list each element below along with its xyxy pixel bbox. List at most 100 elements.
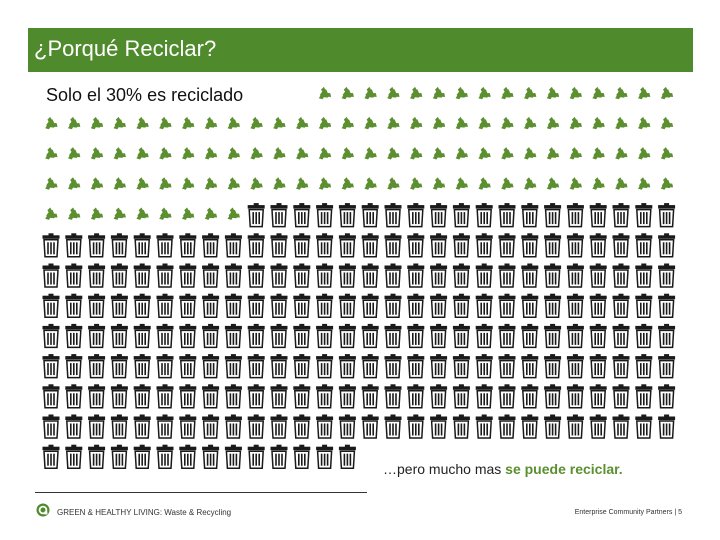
recycle-icon xyxy=(592,177,605,190)
trash-can-icon xyxy=(42,263,60,288)
trash-can-icon xyxy=(430,414,448,439)
trash-can-icon xyxy=(224,263,242,288)
trash-can-icon xyxy=(202,323,220,349)
tagline-prefix: …pero mucho mas xyxy=(383,461,506,477)
recycle-icon xyxy=(341,177,354,190)
trash-can-icon xyxy=(338,203,356,228)
trash-can-icon xyxy=(247,444,265,469)
trash-can-icon xyxy=(293,263,311,288)
trash-can-icon xyxy=(544,293,562,318)
trash-can-icon xyxy=(361,233,379,258)
trash-can-icon xyxy=(361,203,379,228)
recycle-icon xyxy=(90,207,104,220)
recycle-icon xyxy=(410,116,423,130)
trash-can-icon xyxy=(224,444,242,469)
recycle-icon xyxy=(364,147,377,160)
recycle-icon xyxy=(318,177,332,190)
trash-can-icon xyxy=(430,354,448,379)
trash-can-icon xyxy=(361,293,379,318)
recycle-icon xyxy=(113,207,126,220)
recycle-icon xyxy=(432,147,446,160)
trash-can-icon xyxy=(293,203,311,228)
trash-can-icon xyxy=(338,293,356,318)
trash-can-icon xyxy=(566,203,584,228)
trash-can-icon xyxy=(612,384,630,409)
recycle-icon xyxy=(204,177,218,190)
trash-can-icon xyxy=(270,444,288,469)
recycle-icon xyxy=(387,147,400,160)
trash-can-icon xyxy=(384,323,402,349)
recycle-icon xyxy=(501,177,514,190)
recycle-icon xyxy=(250,177,263,190)
recycle-icon xyxy=(113,147,126,160)
trash-can-icon xyxy=(384,293,402,318)
trash-can-icon xyxy=(407,263,425,288)
footer-divider xyxy=(35,492,367,493)
recycle-icon xyxy=(546,147,560,160)
trash-can-icon xyxy=(88,384,106,409)
trash-can-icon xyxy=(293,384,311,409)
recycle-icon xyxy=(501,147,514,160)
trash-can-icon xyxy=(247,293,265,318)
trash-can-icon xyxy=(658,354,676,379)
trash-can-icon xyxy=(88,293,106,318)
trash-can-icon xyxy=(293,323,311,349)
trash-can-icon xyxy=(338,233,356,258)
recycle-icon xyxy=(569,147,582,160)
trash-can-icon xyxy=(224,384,242,409)
trash-can-icon xyxy=(202,233,220,258)
trash-can-icon xyxy=(544,354,562,379)
trash-can-icon xyxy=(452,384,470,409)
recycle-icon xyxy=(615,147,628,160)
trash-can-icon xyxy=(612,233,630,258)
recycle-icon xyxy=(524,177,537,190)
trash-can-icon xyxy=(156,323,174,349)
recycle-icon xyxy=(341,86,354,100)
recycle-icon xyxy=(432,86,446,100)
trash-can-icon xyxy=(316,384,334,409)
trash-can-icon xyxy=(270,384,288,409)
trash-can-icon xyxy=(202,354,220,379)
trash-can-icon xyxy=(224,323,242,349)
trash-can-icon xyxy=(65,354,83,379)
trash-can-icon xyxy=(430,293,448,318)
trash-can-icon xyxy=(179,354,197,379)
trash-can-icon xyxy=(566,233,584,258)
trash-can-icon xyxy=(361,414,379,439)
trash-can-icon xyxy=(635,354,653,379)
trash-can-icon xyxy=(384,233,402,258)
trash-can-icon xyxy=(361,263,379,288)
trash-can-icon xyxy=(110,354,128,379)
trash-can-icon xyxy=(179,233,197,258)
trash-can-icon xyxy=(247,203,265,228)
trash-can-icon xyxy=(224,354,242,379)
recycle-icon xyxy=(68,177,81,190)
trash-can-icon xyxy=(430,323,448,349)
trash-can-icon xyxy=(430,233,448,258)
trash-can-icon xyxy=(475,354,493,379)
recycle-icon xyxy=(592,116,605,130)
recycle-icon xyxy=(296,147,309,160)
recycle-icon xyxy=(182,147,195,160)
trash-can-icon xyxy=(658,384,676,409)
trash-can-icon xyxy=(521,203,539,228)
recycle-icon xyxy=(204,147,218,160)
recycle-icon xyxy=(45,147,58,160)
trash-can-icon xyxy=(566,384,584,409)
trash-can-icon xyxy=(42,323,60,349)
trash-can-icon xyxy=(384,203,402,228)
recycle-icon xyxy=(227,116,240,130)
trash-can-icon xyxy=(407,414,425,439)
recycle-icon xyxy=(227,147,240,160)
recycle-icon xyxy=(273,116,286,130)
trash-can-icon xyxy=(498,293,516,318)
trash-can-icon xyxy=(475,414,493,439)
recycle-icon xyxy=(159,207,172,220)
recycle-icon xyxy=(296,177,309,190)
trash-can-icon xyxy=(612,354,630,379)
trash-can-icon xyxy=(452,323,470,349)
recycle-icon xyxy=(204,207,218,220)
recycle-icon xyxy=(296,116,309,130)
trash-can-icon xyxy=(658,203,676,228)
recycle-icon xyxy=(410,177,423,190)
